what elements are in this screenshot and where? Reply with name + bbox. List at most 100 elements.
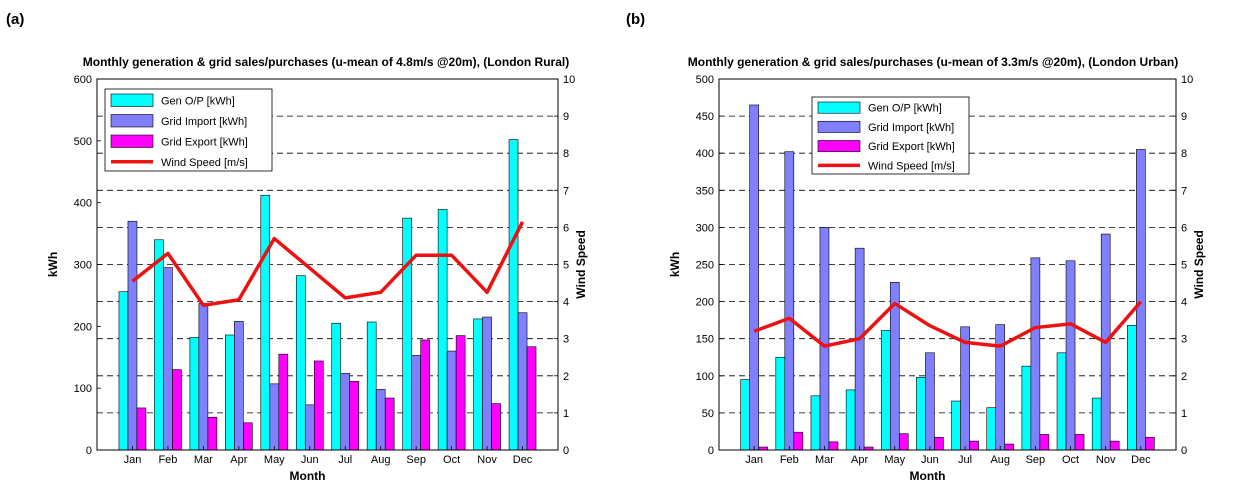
legend-label: Grid Export [kWh] xyxy=(161,136,248,148)
y2-tick-label: 3 xyxy=(563,334,569,346)
wind-speed-line xyxy=(131,221,525,308)
legend-label: Wind Speed [m/s] xyxy=(161,157,248,169)
bar-gen xyxy=(810,395,821,451)
bar-import xyxy=(446,350,457,451)
legend-swatch-gen xyxy=(817,101,861,114)
legend-label: Gen O/P [kWh] xyxy=(868,103,942,115)
bar-gen xyxy=(331,322,342,451)
bar-gen xyxy=(260,194,271,451)
bar-gen xyxy=(951,400,961,451)
bar-export xyxy=(828,441,839,451)
y-axis-label: kWh xyxy=(668,252,682,277)
y2-tick-label: 3 xyxy=(1181,334,1187,346)
bar-import xyxy=(482,316,492,451)
bar-gen xyxy=(473,318,483,451)
y2-tick-label: 5 xyxy=(1181,260,1187,272)
y2-tick-label: 1 xyxy=(1181,408,1187,420)
x-tick-label: Feb xyxy=(780,454,799,466)
bar-import xyxy=(304,404,315,451)
bar-export xyxy=(491,403,501,451)
bar-import xyxy=(960,326,970,451)
y-tick-label: 0 xyxy=(86,445,92,457)
x-tick-label: Jan xyxy=(124,454,142,466)
bar-gen xyxy=(880,330,891,451)
bar-export xyxy=(793,431,804,451)
bar-export xyxy=(349,381,360,451)
y2-tick-label: 8 xyxy=(1181,148,1187,160)
bar-export xyxy=(172,369,182,451)
bar-gen xyxy=(508,139,519,451)
bar-export xyxy=(1004,443,1015,451)
bar-gen xyxy=(775,356,786,451)
x-axis-label: Month xyxy=(910,469,946,483)
bar-gen xyxy=(845,389,856,451)
x-tick-label: Sep xyxy=(1026,454,1046,466)
bar-gen xyxy=(402,217,412,451)
y-tick-label: 450 xyxy=(696,111,714,123)
bar-import xyxy=(127,220,138,451)
bar-export xyxy=(1145,437,1155,451)
y2-axis-label: Wind Speed xyxy=(574,230,588,299)
bar-import xyxy=(411,355,421,451)
bar-export xyxy=(384,397,395,451)
y-tick-label: 500 xyxy=(74,136,92,148)
y2-tick-label: 0 xyxy=(563,445,569,457)
chart-title: Monthly generation & grid sales/purchase… xyxy=(688,55,1178,69)
legend-box xyxy=(104,88,273,172)
legend-swatch-import xyxy=(817,120,861,133)
y2-tick-label: 10 xyxy=(563,74,575,86)
bar-gen xyxy=(118,291,129,451)
bar-import xyxy=(375,389,386,451)
bar-gen xyxy=(1091,397,1102,451)
bar-import xyxy=(517,312,528,451)
bar-export xyxy=(1109,440,1120,451)
y2-tick-label: 7 xyxy=(563,185,569,197)
bar-gen xyxy=(189,337,200,451)
bar-gen xyxy=(916,376,926,451)
legend-swatch-gen xyxy=(110,93,154,107)
bar-gen xyxy=(295,275,306,451)
x-tick-label: Sep xyxy=(406,454,426,466)
bar-export xyxy=(136,407,147,451)
bar-import xyxy=(269,383,280,451)
bar-gen xyxy=(740,379,750,451)
bar-export xyxy=(934,437,944,451)
x-tick-label: Aug xyxy=(990,454,1010,466)
bar-import xyxy=(163,267,173,451)
bar-export xyxy=(243,422,253,451)
bar-export xyxy=(1039,434,1050,451)
x-tick-label: Jul xyxy=(958,454,972,466)
y-tick-label: 250 xyxy=(696,260,714,272)
y2-axis-label: Wind Speed xyxy=(1192,230,1206,299)
bar-gen xyxy=(1056,352,1067,451)
bar-export xyxy=(455,335,466,451)
y-tick-label: 300 xyxy=(696,222,714,234)
bar-import xyxy=(854,247,865,451)
y2-tick-label: 9 xyxy=(563,111,569,123)
bar-export xyxy=(420,339,430,451)
legend-swatch-export xyxy=(817,140,861,153)
x-tick-label: Mar xyxy=(194,454,213,466)
y2-tick-label: 2 xyxy=(1181,371,1187,383)
y2-tick-label: 4 xyxy=(563,297,569,309)
x-tick-label: Nov xyxy=(1096,454,1116,466)
y-tick-label: 350 xyxy=(696,185,714,197)
x-tick-label: Apr xyxy=(851,454,868,466)
x-tick-label: May xyxy=(264,454,285,466)
chart-panel-b: (b) Monthly generation & grid sales/purch… xyxy=(626,11,1206,483)
x-tick-label: Oct xyxy=(443,454,460,466)
bar-gen xyxy=(437,209,448,451)
y2-tick-label: 6 xyxy=(1181,222,1187,234)
legend-label: Grid Import [kWh] xyxy=(868,122,954,134)
x-tick-label: Jan xyxy=(745,454,763,466)
legend: Gen O/P [kWh] Grid Import [kWh] Grid Expor… xyxy=(811,96,970,175)
y2-tick-label: 10 xyxy=(1181,74,1193,86)
x-tick-label: Jul xyxy=(338,454,352,466)
bar-import xyxy=(749,104,759,451)
legend-label: Grid Export [kWh] xyxy=(868,141,955,153)
x-tick-label: Mar xyxy=(815,454,834,466)
chart-title: Monthly generation & grid sales/purchase… xyxy=(83,55,569,69)
y2-tick-label: 0 xyxy=(1181,445,1187,457)
y-tick-label: 100 xyxy=(696,371,714,383)
bar-import xyxy=(198,303,209,451)
